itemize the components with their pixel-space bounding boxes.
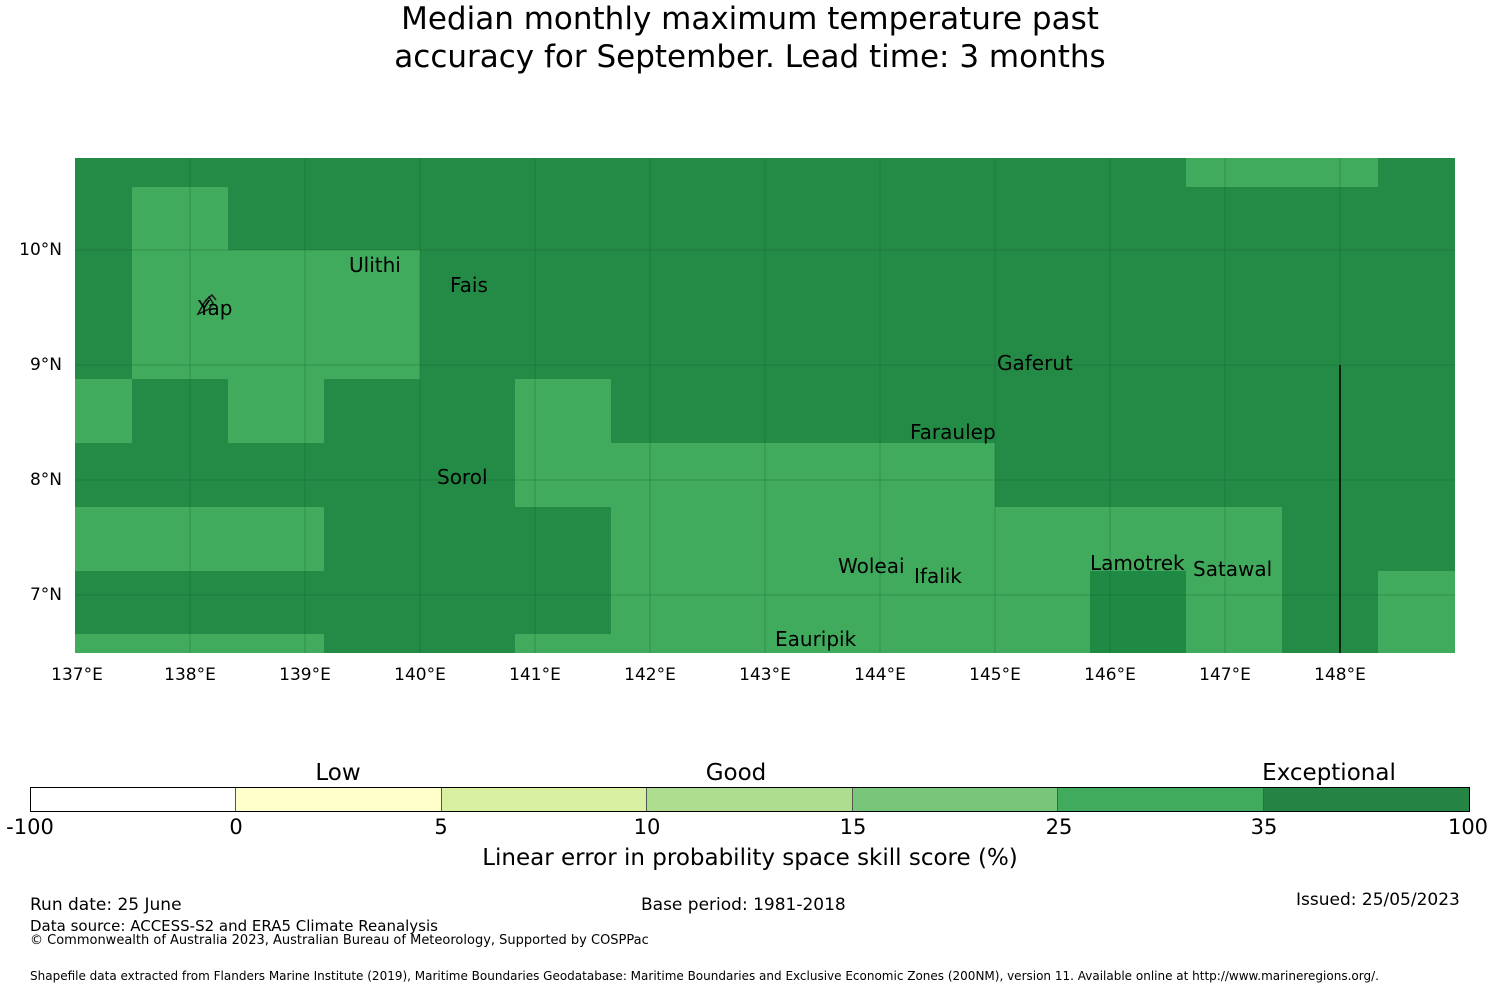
y-tick: 7°N xyxy=(29,585,62,605)
place-label-sorol: Sorol xyxy=(437,465,488,489)
colorbar-tick: 0 xyxy=(229,815,243,839)
data-source: Data source: ACCESS-S2 and ERA5 Climate … xyxy=(30,917,438,935)
colorbar-segment xyxy=(31,788,237,811)
x-tick: 142°E xyxy=(624,665,676,685)
place-label-woleai: Woleai xyxy=(838,554,905,578)
map-cell xyxy=(1378,571,1455,653)
colorbar-segment xyxy=(1058,788,1264,811)
place-label-ifalik: Ifalik xyxy=(914,564,962,588)
x-tick: 141°E xyxy=(509,665,561,685)
map-cell xyxy=(611,443,995,653)
colorbar-segment xyxy=(236,788,442,811)
colorbar-label: Linear error in probability space skill … xyxy=(482,845,1018,871)
x-tick: 148°E xyxy=(1314,665,1366,685)
copyright: © Commonwealth of Australia 2023, Austra… xyxy=(30,933,649,948)
shapefile-credit: Shapefile data extracted from Flanders M… xyxy=(30,969,1379,983)
place-label-fais: Fais xyxy=(450,273,488,297)
place-label-lamotrek: Lamotrek xyxy=(1090,551,1185,575)
map-cell xyxy=(132,187,228,250)
colorbar-tick: 35 xyxy=(1250,815,1278,839)
x-tick: 147°E xyxy=(1199,665,1251,685)
issued-date: Issued: 25/05/2023 xyxy=(1296,890,1460,910)
x-tick: 146°E xyxy=(1084,665,1136,685)
title-line-1: Median monthly maximum temperature past xyxy=(401,1,1099,37)
legend-category-low: Low xyxy=(315,760,361,786)
colorbar-segment xyxy=(852,788,1059,811)
x-tick: 138°E xyxy=(164,665,216,685)
colorbar-tick: -100 xyxy=(6,815,54,839)
colorbar-tick: 15 xyxy=(839,815,867,839)
graticule xyxy=(75,158,1455,653)
map-cell xyxy=(228,379,324,443)
map-cell xyxy=(75,507,324,571)
map-cell xyxy=(515,379,611,507)
title-line-2: accuracy for September. Lead time: 3 mon… xyxy=(394,39,1106,75)
colorbar-tick: 100 xyxy=(1447,815,1489,839)
x-tick: 137°E xyxy=(51,665,103,685)
place-label-gaferut: Gaferut xyxy=(997,351,1073,375)
skill-map: 10°N 9°N 8°N 7°N 137°E 138°E 139°E 140°E… xyxy=(19,158,1455,685)
map-cell xyxy=(1186,158,1378,187)
legend-category-exceptional: Exceptional xyxy=(1262,760,1396,786)
colorbar-segment xyxy=(647,788,853,811)
x-tick: 140°E xyxy=(394,665,446,685)
map-cell xyxy=(75,634,324,653)
yap-island-shape xyxy=(196,293,217,316)
place-label-satawal: Satawal xyxy=(1193,557,1273,581)
map-cell xyxy=(75,379,132,443)
y-tick: 8°N xyxy=(29,470,62,490)
colorbar-tick: 5 xyxy=(434,815,448,839)
colorbar-tick: 10 xyxy=(633,815,661,839)
colorbar-tick: 25 xyxy=(1045,815,1073,839)
base-period: Base period: 1981-2018 xyxy=(641,895,846,915)
map-cell xyxy=(515,634,611,653)
colorbar xyxy=(30,787,1470,812)
x-tick: 144°E xyxy=(854,665,906,685)
x-tick: 143°E xyxy=(739,665,791,685)
run-date: Run date: 25 June xyxy=(30,895,182,915)
colorbar-segment xyxy=(441,788,648,811)
skill-map-svg xyxy=(75,158,1455,653)
legend-category-good: Good xyxy=(705,760,767,786)
place-label-faraulep: Faraulep xyxy=(910,420,996,444)
place-label-ulithi: Ulithi xyxy=(349,253,401,277)
good-cells xyxy=(75,158,1455,653)
x-tick: 145°E xyxy=(969,665,1021,685)
map-cell-dark xyxy=(1090,571,1186,653)
x-tick: 139°E xyxy=(279,665,331,685)
map-title: Median monthly maximum temperature past … xyxy=(0,0,1500,76)
y-tick: 10°N xyxy=(19,240,62,260)
y-tick: 9°N xyxy=(29,355,62,375)
map-cell xyxy=(132,250,420,379)
place-label-yap: Yap xyxy=(198,296,233,320)
colorbar-segment xyxy=(1263,788,1469,811)
place-label-eauripik: Eauripik xyxy=(775,627,857,651)
